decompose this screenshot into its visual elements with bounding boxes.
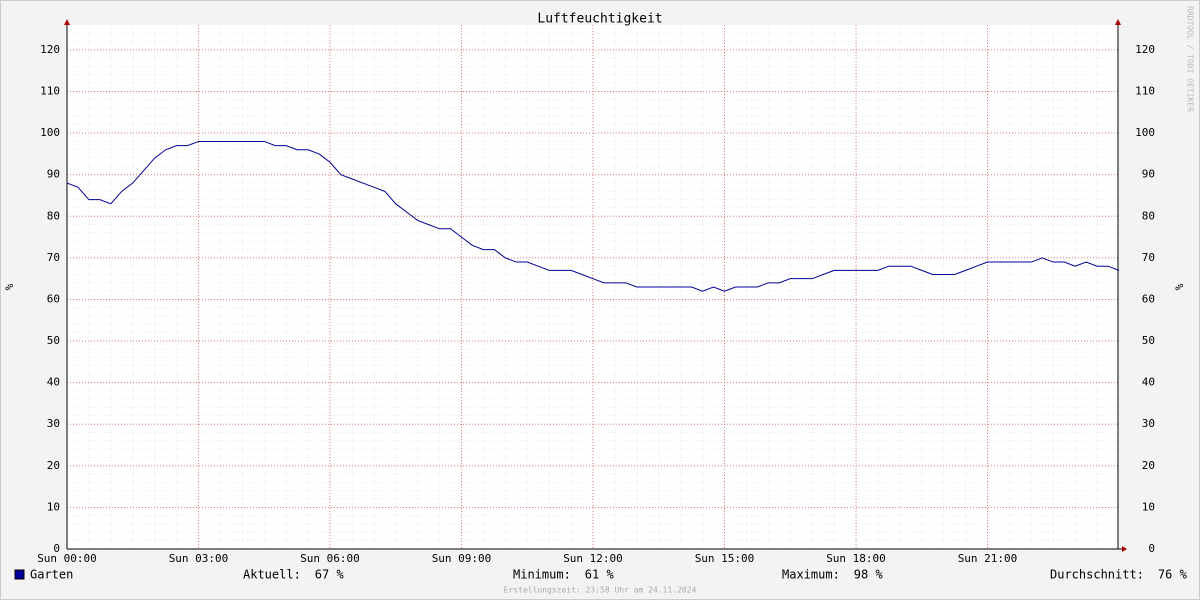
y-tick-label: 0: [53, 542, 60, 555]
y2-tick-label: 40: [1142, 376, 1155, 389]
stat-value: 61 %: [585, 568, 615, 582]
stat-value: 76 %: [1158, 568, 1188, 582]
y-tick-label: 80: [47, 209, 60, 222]
y2-tick-label: 110: [1135, 85, 1155, 98]
y2-tick-label: 30: [1142, 417, 1155, 430]
y2-tick-label: 100: [1135, 126, 1155, 139]
y2-axis-label: %: [1173, 283, 1186, 290]
y-tick-label: 70: [47, 251, 60, 264]
y2-tick-label: 90: [1142, 168, 1155, 181]
legend-swatch: [14, 569, 25, 580]
legend-label: Garten: [30, 568, 73, 582]
stat-label: Maximum:: [782, 568, 840, 582]
stat-value: 98 %: [854, 568, 884, 582]
y-tick-label: 30: [47, 417, 60, 430]
y-tick-label: 20: [47, 459, 60, 472]
y-axis-label: %: [3, 283, 16, 290]
y2-tick-label: 0: [1148, 542, 1155, 555]
y2-tick-label: 60: [1142, 292, 1155, 305]
x-tick-label: Sun 09:00: [432, 552, 492, 565]
stat-label: Minimum:: [513, 568, 571, 582]
chart-title: Luftfeuchtigkeit: [537, 12, 662, 27]
stat-label: Aktuell:: [243, 568, 301, 582]
y2-tick-label: 50: [1142, 334, 1155, 347]
x-tick-label: Sun 00:00: [37, 552, 97, 565]
y-tick-label: 110: [40, 85, 60, 98]
y-tick-label: 50: [47, 334, 60, 347]
watermark: RRDTOOL / TOBI OETIKER: [1186, 6, 1195, 112]
y-tick-label: 60: [47, 292, 60, 305]
y2-tick-label: 70: [1142, 251, 1155, 264]
stat-label: Durchschnitt:: [1050, 568, 1144, 582]
y2-tick-label: 10: [1142, 500, 1155, 513]
data-line: [66, 140, 1120, 292]
x-tick-label: Sun 15:00: [695, 552, 755, 565]
x-tick-label: Sun 12:00: [563, 552, 623, 565]
y2-tick-label: 80: [1142, 209, 1155, 222]
y2-tick-label: 120: [1135, 43, 1155, 56]
y-tick-label: 100: [40, 126, 60, 139]
x-tick-label: Sun 03:00: [169, 552, 229, 565]
x-tick-label: Sun 21:00: [958, 552, 1018, 565]
x-tick-label: Sun 18:00: [826, 552, 886, 565]
x-tick-label: Sun 06:00: [300, 552, 360, 565]
y-tick-label: 90: [47, 168, 60, 181]
footer: Erstellungszeit: 23:58 Uhr am 24.11.2024: [504, 586, 697, 595]
y-tick-label: 120: [40, 43, 60, 56]
stat-value: 67 %: [315, 568, 345, 582]
y-tick-label: 10: [47, 500, 60, 513]
y-tick-label: 40: [47, 376, 60, 389]
y2-tick-label: 20: [1142, 459, 1155, 472]
